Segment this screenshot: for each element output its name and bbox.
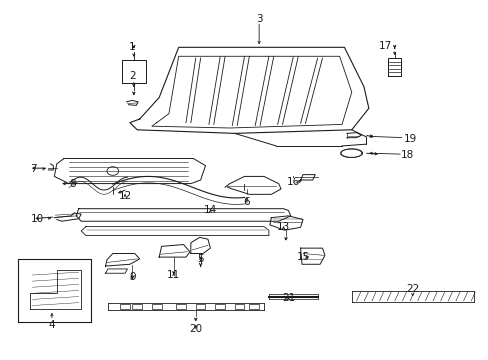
Text: 5: 5 <box>197 254 203 264</box>
Text: 2: 2 <box>129 71 135 81</box>
Text: 7: 7 <box>30 164 37 174</box>
Text: 21: 21 <box>281 293 294 303</box>
Bar <box>152 305 161 309</box>
Text: 13: 13 <box>276 222 289 231</box>
Bar <box>132 305 142 309</box>
Text: 8: 8 <box>69 179 76 189</box>
Bar <box>234 305 244 309</box>
Text: 3: 3 <box>255 14 262 24</box>
Text: 17: 17 <box>379 41 392 50</box>
Text: 16: 16 <box>286 177 299 187</box>
Text: 1: 1 <box>129 42 135 52</box>
Text: 9: 9 <box>129 272 135 282</box>
Text: 15: 15 <box>296 252 309 262</box>
Bar <box>215 305 224 309</box>
Text: 11: 11 <box>167 270 180 280</box>
Text: 18: 18 <box>401 150 414 160</box>
Text: 6: 6 <box>243 197 250 207</box>
Text: 19: 19 <box>403 134 416 144</box>
Bar <box>120 305 130 309</box>
Text: 4: 4 <box>48 320 55 330</box>
Text: 14: 14 <box>203 206 217 216</box>
Text: 10: 10 <box>31 215 44 224</box>
Bar <box>195 305 205 309</box>
Text: 12: 12 <box>118 191 131 201</box>
Bar <box>176 305 185 309</box>
Text: 22: 22 <box>405 284 419 294</box>
Bar <box>249 305 259 309</box>
Text: 20: 20 <box>189 324 202 334</box>
